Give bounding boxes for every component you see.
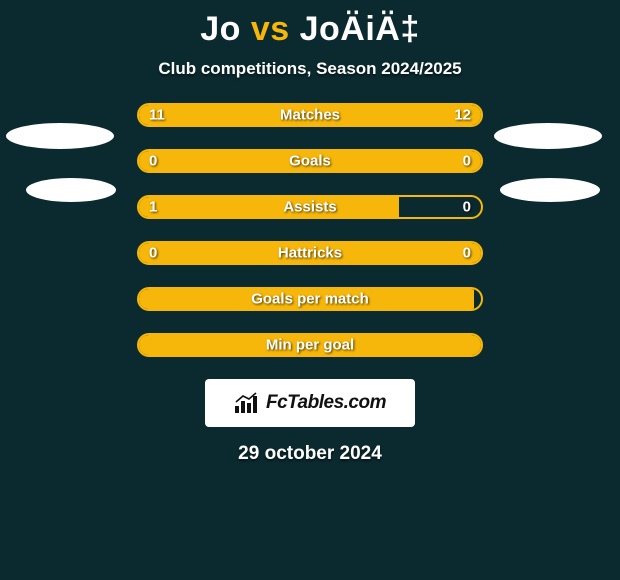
bar-value-right: 0 xyxy=(463,245,471,262)
bar-label: Hattricks xyxy=(278,245,342,262)
page-title: Jo vs JoÄiÄ‡ xyxy=(0,0,620,49)
decor-ellipse xyxy=(26,178,116,202)
subtitle: Club competitions, Season 2024/2025 xyxy=(0,59,620,79)
stat-bar: Assists 1 0 xyxy=(137,195,483,219)
bar-fill-left xyxy=(139,151,310,171)
bar-value-right: 12 xyxy=(454,107,471,124)
stat-bar: Goals 0 0 xyxy=(137,149,483,173)
title-suffix: JoÄiÄ‡ xyxy=(290,10,420,48)
bar-value-left: 1 xyxy=(149,199,157,216)
bar-label: Matches xyxy=(280,107,340,124)
bar-value-left: 0 xyxy=(149,153,157,170)
bar-label: Min per goal xyxy=(266,337,354,354)
title-vs: vs xyxy=(251,10,290,48)
stat-bar: Hattricks 0 0 xyxy=(137,241,483,265)
decor-ellipse xyxy=(494,123,602,149)
bar-fill-left xyxy=(139,197,399,217)
bar-label: Assists xyxy=(283,199,336,216)
stats-bars: Matches1112Goals00Assists10Hattricks00Go… xyxy=(137,103,483,357)
title-prefix: Jo xyxy=(200,10,251,48)
bar-value-right: 0 xyxy=(463,199,471,216)
decor-ellipse xyxy=(6,123,114,149)
bar-value-left: 0 xyxy=(149,245,157,262)
stat-bar: Matches 11 12 xyxy=(137,103,483,127)
decor-ellipse xyxy=(500,178,600,202)
logo-box: FcTables.com xyxy=(205,379,415,427)
bar-label: Goals xyxy=(289,153,331,170)
date-line: 29 october 2024 xyxy=(0,443,620,465)
bar-value-right: 0 xyxy=(463,153,471,170)
bar-fill-right xyxy=(310,151,481,171)
stat-bar: Min per goal xyxy=(137,333,483,357)
logo-text: FcTables.com xyxy=(266,392,386,414)
bar-label: Goals per match xyxy=(251,291,369,308)
barchart-icon xyxy=(234,392,260,414)
bar-value-left: 11 xyxy=(149,107,165,124)
stat-bar: Goals per match xyxy=(137,287,483,311)
